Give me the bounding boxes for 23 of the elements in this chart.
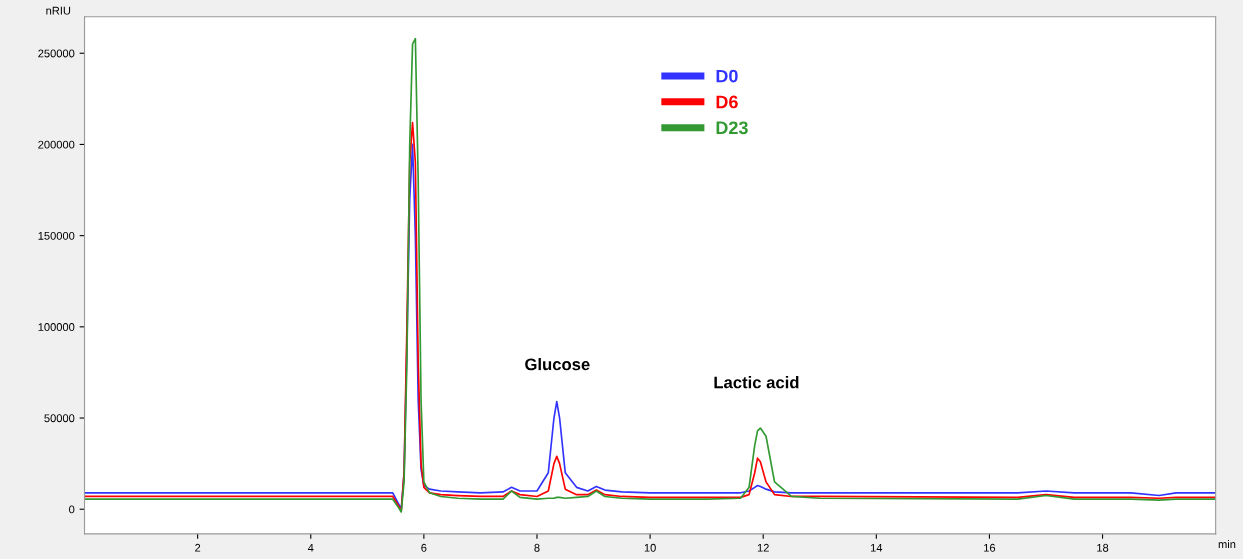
x-tick-label: 10: [644, 543, 656, 552]
y-tick-label: 100000: [38, 323, 75, 331]
legend-label: D0: [716, 69, 738, 83]
y-tick-label: 200000: [38, 140, 75, 149]
x-tick-label: 12: [757, 543, 769, 552]
legend-label: D23: [716, 121, 748, 135]
y-tick-label: 150000: [38, 231, 75, 240]
y-tick-label: 50000: [44, 414, 75, 423]
line-series: [84, 37, 1216, 513]
x-tick-label: 18: [1097, 543, 1109, 552]
x-tick-label: 14: [870, 543, 883, 552]
x-tick-label: 8: [534, 543, 540, 552]
y-tick-label: 0: [69, 505, 75, 514]
annotation: Glucose: [525, 358, 590, 371]
legend-label: D6: [716, 95, 738, 109]
x-tick-label: 16: [984, 543, 996, 552]
x-tick-label: 4: [307, 543, 314, 552]
x-tick-label: 2: [195, 543, 201, 552]
y-axis-title: nRIU: [46, 6, 71, 15]
x-tick-label: 6: [421, 543, 427, 552]
y-tick-label: 250000: [38, 49, 75, 58]
annotation: Lactic acid: [714, 376, 799, 389]
x-axis-title: min: [1218, 540, 1236, 549]
